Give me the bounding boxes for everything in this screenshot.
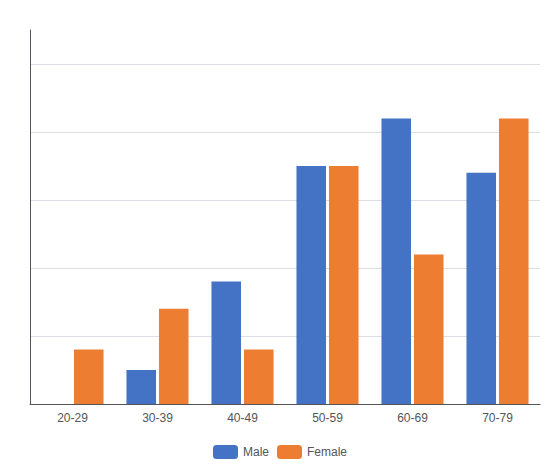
svg-text:40-49: 40-49 <box>227 411 258 425</box>
svg-text:70-79: 70-79 <box>482 411 513 425</box>
svg-text:Female: Female <box>307 445 347 459</box>
svg-text:20-29: 20-29 <box>57 411 88 425</box>
svg-text:30-39: 30-39 <box>142 411 173 425</box>
svg-text:60-69: 60-69 <box>397 411 428 425</box>
svg-text:Male: Male <box>243 445 269 459</box>
svg-text:50-59: 50-59 <box>312 411 343 425</box>
